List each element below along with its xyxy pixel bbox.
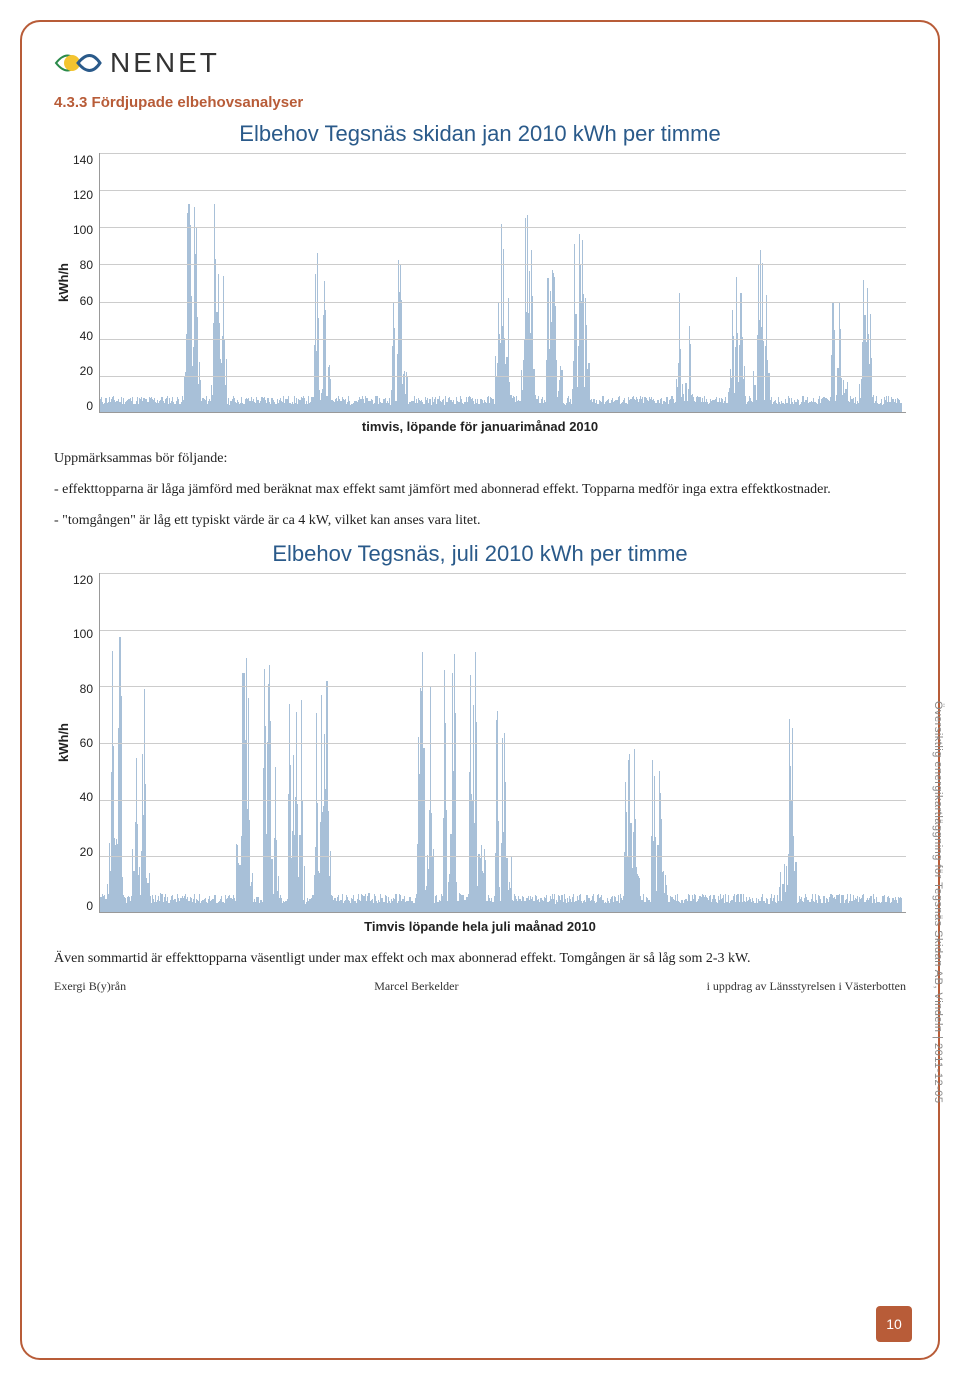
gridline [100, 743, 906, 744]
section-heading: 4.3.3 Fördjupade elbehovsanalyser [54, 94, 906, 111]
gridline [100, 302, 906, 303]
footer-right: i uppdrag av Länsstyrelsen i Västerbotte… [707, 979, 906, 994]
chart1-title: Elbehov Tegsnäs skidan jan 2010 kWh per … [54, 121, 906, 147]
ytick-label: 140 [73, 153, 93, 167]
chart1-yticks: 140 120 100 80 60 40 20 0 [73, 153, 99, 413]
footer-left: Exergi B(y)rån [54, 979, 126, 994]
ytick-label: 100 [73, 627, 93, 641]
gridline [100, 339, 906, 340]
side-caption: Översiktlig energikartläggning för Tegsn… [932, 582, 944, 1222]
brand-logo: NENET [54, 46, 906, 80]
ytick-label: 40 [73, 790, 93, 804]
ytick-label: 80 [73, 258, 93, 272]
gridline [100, 376, 906, 377]
para-bullet-2: - "tomgången" är låg ett typiskt värde ä… [54, 510, 906, 531]
logo-icon [54, 46, 102, 80]
chart1-wrap: kWh/h 140 120 100 80 60 40 20 0 [54, 153, 906, 413]
chart1-plot [99, 153, 906, 413]
para-bullet-1: - effekttopparna är låga jämförd med ber… [54, 479, 906, 500]
bar [834, 330, 835, 412]
para-summer: Även sommartid är effekttopparna väsentl… [54, 948, 906, 969]
gridline [100, 573, 906, 574]
bar [394, 328, 395, 412]
ytick-label: 0 [73, 399, 93, 413]
para-intro: Uppmärksammas bör följande: [54, 448, 906, 469]
bar [423, 748, 424, 912]
ytick-label: 80 [73, 682, 93, 696]
chart2-plot [99, 573, 906, 913]
bar [901, 403, 902, 412]
ytick-label: 0 [73, 899, 93, 913]
gridline [100, 227, 906, 228]
chart2-ylabel: kWh/h [54, 573, 73, 913]
chart2-wrap: kWh/h 120 100 80 60 40 20 0 [54, 573, 906, 913]
ytick-label: 60 [73, 294, 93, 308]
gridline [100, 686, 906, 687]
chart2-xlabel: Timvis löpande hela juli maånad 2010 [54, 919, 906, 934]
ytick-label: 120 [73, 188, 93, 202]
document-page: NENET 4.3.3 Fördjupade elbehovsanalyser … [20, 20, 940, 1360]
footer-row: Exergi B(y)rån Marcel Berkelder i uppdra… [54, 979, 906, 994]
gridline [100, 630, 906, 631]
ytick-label: 60 [73, 736, 93, 750]
ytick-label: 40 [73, 329, 93, 343]
gridline [100, 153, 906, 154]
chart2-title: Elbehov Tegsnäs, juli 2010 kWh per timme [54, 541, 906, 567]
ytick-label: 20 [73, 364, 93, 378]
bar [901, 898, 902, 912]
chart1-xlabel: timvis, löpande för januarimånad 2010 [54, 419, 906, 434]
chart1-ylabel: kWh/h [54, 153, 73, 413]
gridline [100, 800, 906, 801]
chart2-yticks: 120 100 80 60 40 20 0 [73, 573, 99, 913]
gridline [100, 190, 906, 191]
bar [446, 810, 447, 912]
logo-text: NENET [110, 47, 220, 79]
gridline [100, 856, 906, 857]
chart1-bars [100, 153, 906, 412]
ytick-label: 100 [73, 223, 93, 237]
ytick-label: 120 [73, 573, 93, 587]
ytick-label: 20 [73, 845, 93, 859]
footer-center: Marcel Berkelder [374, 979, 458, 994]
bar [476, 722, 477, 912]
gridline [100, 264, 906, 265]
page-number: 10 [876, 1306, 912, 1342]
